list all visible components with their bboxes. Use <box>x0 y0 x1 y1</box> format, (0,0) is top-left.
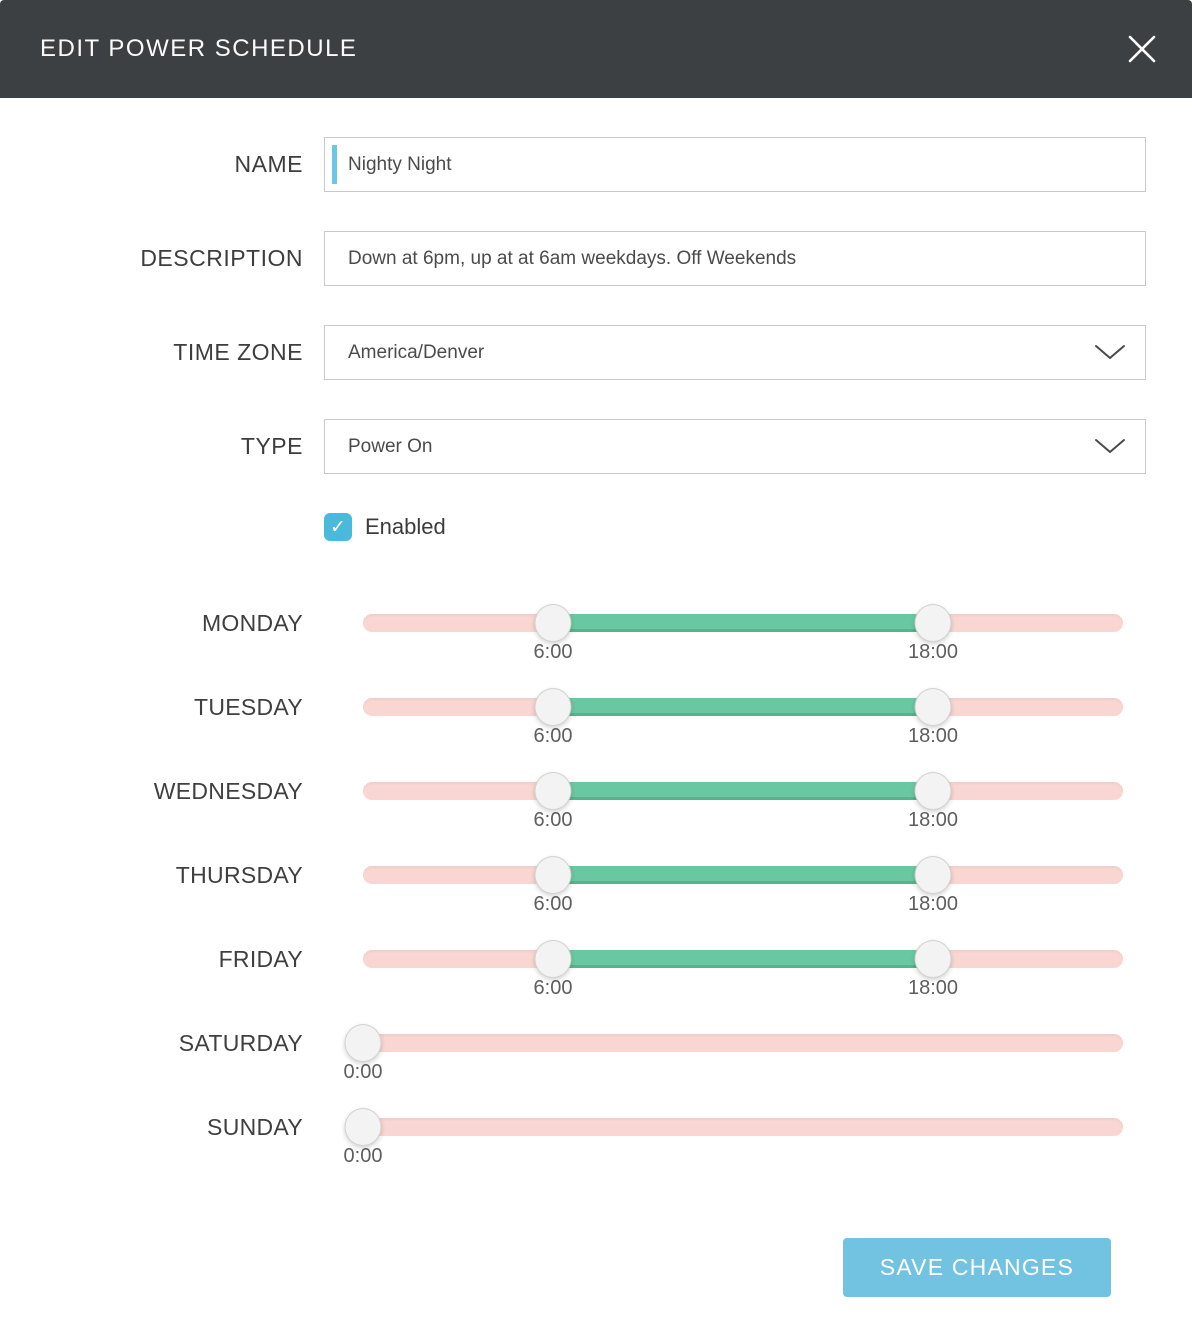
type-label: TYPE <box>240 433 303 459</box>
day-label: FRIDAY <box>218 946 303 972</box>
text-caret <box>332 145 337 184</box>
slider-end-time-label: 18:00 <box>907 809 959 831</box>
slider-selected-range <box>553 950 933 968</box>
time-zone-selected-value: America/Denver <box>348 341 485 363</box>
description-field-row: DESCRIPTION <box>0 231 1146 286</box>
type-selected-value: Power On <box>348 435 433 457</box>
description-input[interactable] <box>325 232 1145 285</box>
day-label: SUNDAY <box>207 1114 303 1140</box>
day-sliders: MONDAY 6:00 18:00 TUESDAY 6: <box>0 604 1146 1202</box>
day-label: THURSDAY <box>175 862 303 888</box>
time-range-slider[interactable]: 0:00 <box>344 1024 1123 1083</box>
dialog-body: NAME DESCRIPTION TIME ZONE America/Denve… <box>0 98 1192 1328</box>
dialog-header: EDIT POWER SCHEDULE <box>0 0 1192 98</box>
time-zone-label: TIME ZONE <box>173 339 303 365</box>
slider-start-handle[interactable] <box>344 1108 382 1146</box>
description-input-wrap <box>324 231 1146 286</box>
day-slider-row: WEDNESDAY 6:00 18:00 <box>0 772 1146 866</box>
slider-start-time-label: 6:00 <box>533 725 573 747</box>
slider-selected-range <box>553 782 933 800</box>
description-label: DESCRIPTION <box>140 245 303 271</box>
close-icon <box>1128 35 1156 63</box>
slider-start-time-label: 0:00 <box>343 1061 383 1083</box>
slider-start-handle[interactable] <box>534 688 572 726</box>
time-range-slider[interactable]: 6:00 18:00 <box>363 856 1123 915</box>
name-input[interactable] <box>325 138 1145 191</box>
enabled-row: ✓ Enabled <box>324 513 1146 541</box>
time-range-slider[interactable]: 0:00 <box>344 1108 1123 1167</box>
time-range-slider[interactable]: 6:00 18:00 <box>363 688 1123 747</box>
dialog-title: EDIT POWER SCHEDULE <box>40 35 358 62</box>
day-slider-row: TUESDAY 6:00 18:00 <box>0 688 1146 782</box>
day-slider-row: SUNDAY 0:00 <box>0 1108 1146 1202</box>
name-label: NAME <box>234 151 303 177</box>
slider-start-time-label: 6:00 <box>533 977 573 999</box>
slider-selected-range <box>553 698 933 716</box>
day-label: MONDAY <box>201 610 303 636</box>
slider-end-handle[interactable] <box>914 772 952 810</box>
time-range-slider[interactable]: 6:00 18:00 <box>363 604 1123 663</box>
dialog-footer: SAVE CHANGES <box>0 1238 1146 1297</box>
type-select[interactable]: Power On <box>324 419 1146 474</box>
slider-track[interactable] <box>363 1118 1123 1136</box>
slider-selected-range <box>553 866 933 884</box>
day-label: SATURDAY <box>178 1030 303 1056</box>
slider-end-handle[interactable] <box>914 604 952 642</box>
save-changes-button[interactable]: SAVE CHANGES <box>842 1238 1111 1297</box>
enabled-label: Enabled <box>365 514 446 539</box>
slider-start-handle[interactable] <box>534 940 572 978</box>
close-button[interactable] <box>1118 25 1166 73</box>
day-slider-row: FRIDAY 6:00 18:00 <box>0 940 1146 1034</box>
slider-start-handle[interactable] <box>344 1024 382 1062</box>
name-input-wrap <box>324 137 1146 192</box>
slider-start-time-label: 6:00 <box>533 809 573 831</box>
day-label: TUESDAY <box>193 694 303 720</box>
slider-end-time-label: 18:00 <box>907 893 959 915</box>
time-range-slider[interactable]: 6:00 18:00 <box>363 940 1123 999</box>
day-slider-row: SATURDAY 0:00 <box>0 1024 1146 1118</box>
day-slider-row: THURSDAY 6:00 18:00 <box>0 856 1146 950</box>
slider-end-handle[interactable] <box>914 688 952 726</box>
day-label: WEDNESDAY <box>153 778 303 804</box>
check-icon: ✓ <box>330 516 346 538</box>
slider-start-handle[interactable] <box>534 604 572 642</box>
slider-end-time-label: 18:00 <box>907 725 959 747</box>
slider-end-handle[interactable] <box>914 940 952 978</box>
slider-end-handle[interactable] <box>914 856 952 894</box>
slider-selected-range <box>553 614 933 632</box>
slider-start-time-label: 0:00 <box>343 1145 383 1167</box>
slider-end-time-label: 18:00 <box>907 641 959 663</box>
slider-start-time-label: 6:00 <box>533 893 573 915</box>
type-field-row: TYPE Power On <box>0 419 1146 474</box>
chevron-down-icon <box>1095 345 1125 359</box>
name-field-row: NAME <box>0 137 1146 192</box>
day-slider-row: MONDAY 6:00 18:00 <box>0 604 1146 698</box>
chevron-down-icon <box>1095 439 1125 453</box>
time-zone-field-row: TIME ZONE America/Denver <box>0 325 1146 380</box>
slider-start-time-label: 6:00 <box>533 641 573 663</box>
time-range-slider[interactable]: 6:00 18:00 <box>363 772 1123 831</box>
slider-end-time-label: 18:00 <box>907 977 959 999</box>
slider-track[interactable] <box>363 1034 1123 1052</box>
enabled-checkbox[interactable]: ✓ <box>324 513 352 541</box>
time-zone-select[interactable]: America/Denver <box>324 325 1146 380</box>
slider-start-handle[interactable] <box>534 772 572 810</box>
slider-start-handle[interactable] <box>534 856 572 894</box>
